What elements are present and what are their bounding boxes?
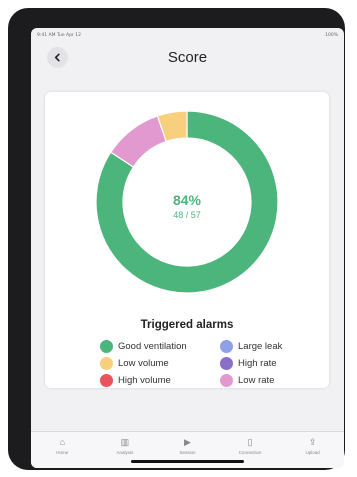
alarm-legend: Good ventilation Large leak Low volume High… <box>100 339 310 387</box>
tab-analysis[interactable]: ▥ Analysis <box>100 437 150 455</box>
donut-slice-good-ventilation <box>95 110 279 294</box>
tab-connection[interactable]: ▯ Connection <box>225 437 275 455</box>
legend-item: High volume <box>100 373 220 387</box>
legend-label: Low volume <box>118 357 169 369</box>
legend-color-dot <box>100 356 113 370</box>
back-button[interactable] <box>47 47 68 68</box>
legend-color-dot <box>220 339 233 353</box>
chart-icon: ▥ <box>120 437 130 447</box>
status-time: 9:41 AM Tue Apr 12 <box>37 32 81 38</box>
score-percent: 84% <box>172 192 202 208</box>
upload-icon: ⇪ <box>308 437 317 447</box>
tab-session[interactable]: ▶ Session <box>162 437 212 455</box>
score-card: 84% 48 / 57 Triggered alarms Good ventil… <box>45 92 329 388</box>
tab-upload[interactable]: ⇪ Upload <box>288 437 338 455</box>
tab-label: Home <box>56 450 69 455</box>
legend-item: Good ventilation <box>100 339 220 353</box>
tab-label: Analysis <box>116 450 134 455</box>
legend-label: Large leak <box>238 340 283 352</box>
status-battery: 100% <box>325 32 338 38</box>
screen: 9:41 AM Tue Apr 12 100% Score 84% 48 / 5… <box>31 28 344 468</box>
score-fraction: 48 / 57 <box>173 210 201 220</box>
donut-slice-low-volume <box>156 110 188 143</box>
tab-label: Connection <box>238 450 262 455</box>
legend-item: Low volume <box>100 356 220 370</box>
legend-label: High rate <box>238 357 277 369</box>
tablet-frame: 9:41 AM Tue Apr 12 100% Score 84% 48 / 5… <box>8 8 345 470</box>
legend-item: Low rate <box>220 373 310 387</box>
score-donut-chart <box>95 110 279 294</box>
page-title: Score <box>167 49 208 66</box>
legend-color-dot <box>220 356 233 370</box>
home-indicator <box>131 460 244 463</box>
legend-item: High rate <box>220 356 310 370</box>
legend-label: Low rate <box>238 374 275 386</box>
play-icon: ▶ <box>184 437 191 447</box>
chevron-left-icon <box>54 53 60 62</box>
legend-color-dot <box>100 339 113 353</box>
legend-title: Triggered alarms <box>140 319 234 331</box>
legend-label: High volume <box>118 374 171 386</box>
status-bar: 9:41 AM Tue Apr 12 100% <box>37 31 338 39</box>
legend-color-dot <box>100 373 113 387</box>
tab-label: Session <box>179 450 196 455</box>
legend-color-dot <box>220 373 233 387</box>
legend-label: Good ventilation <box>118 340 187 352</box>
device-icon: ▯ <box>247 437 253 447</box>
tab-home[interactable]: ⌂ Home <box>37 437 87 455</box>
legend-item: Large leak <box>220 339 310 353</box>
tab-label: Upload <box>305 450 320 455</box>
home-icon: ⌂ <box>59 437 66 447</box>
